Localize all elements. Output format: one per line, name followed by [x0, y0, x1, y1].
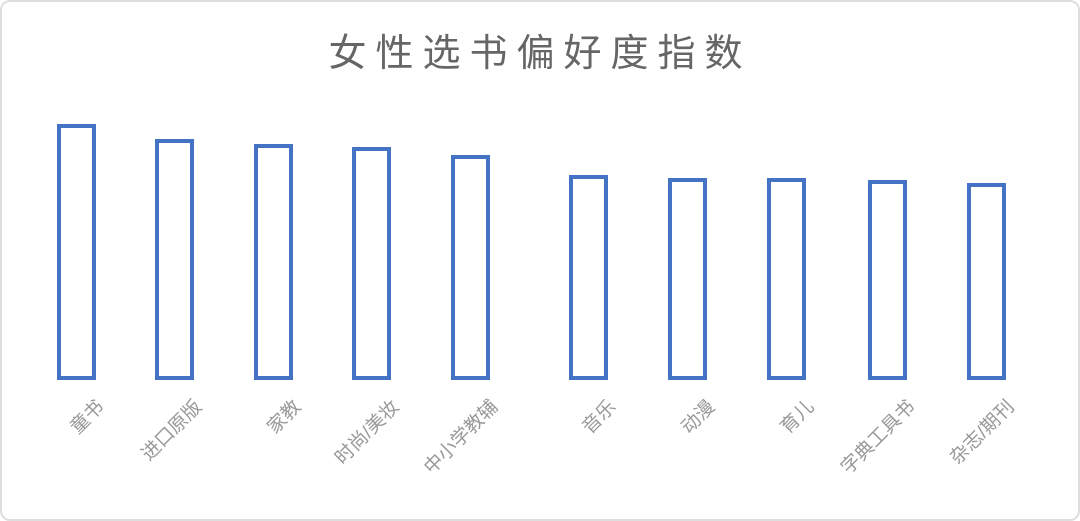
- x-axis-label-9: 字典工具书: [837, 396, 920, 479]
- bar-4: [352, 147, 391, 380]
- x-axis-label-5: 中小学教辅: [420, 396, 503, 479]
- bar-5: [451, 155, 490, 380]
- bar-3: [254, 144, 293, 380]
- x-axis-label-6: 音乐: [579, 396, 621, 439]
- bar-10: [967, 183, 1006, 380]
- chart-title: 女性选书偏好度指数: [328, 33, 752, 75]
- x-axis-label-10: 杂志/期刊: [946, 396, 1019, 469]
- x-axis-label-3: 家教: [264, 396, 306, 439]
- bar-9: [868, 180, 907, 380]
- x-axis-label-4: 时尚/美妆: [331, 396, 404, 469]
- x-axis-label-8: 育儿: [777, 396, 819, 439]
- bar-6: [569, 175, 608, 380]
- x-axis-label-1: 童书: [67, 396, 109, 439]
- bar-7: [668, 178, 707, 380]
- x-axis-label-7: 动漫: [678, 396, 720, 439]
- bar-1: [57, 124, 96, 380]
- x-axis-label-2: 进口原版: [138, 396, 207, 466]
- bar-2: [155, 139, 194, 380]
- bar-8: [767, 178, 806, 380]
